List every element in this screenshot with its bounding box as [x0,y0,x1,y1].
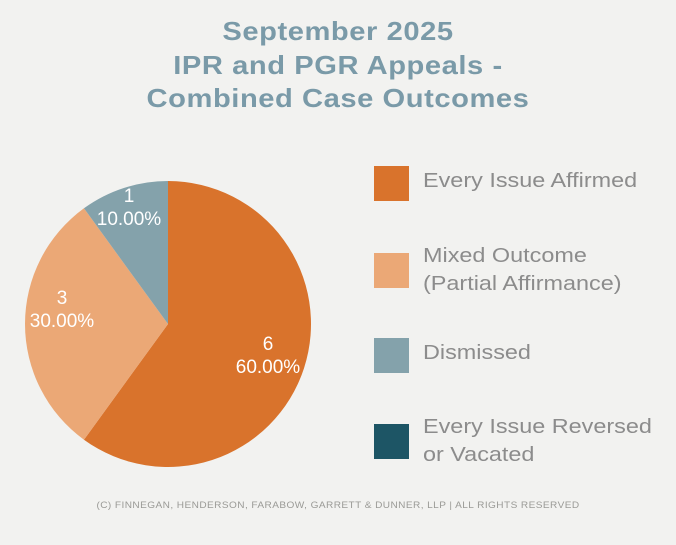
svg-text:30.00%: 30.00% [30,311,95,332]
svg-text:60.00%: 60.00% [236,357,301,378]
svg-text:6: 6 [263,334,274,355]
svg-text:1: 1 [124,186,135,207]
svg-text:3: 3 [57,288,68,309]
svg-text:10.00%: 10.00% [97,209,162,230]
